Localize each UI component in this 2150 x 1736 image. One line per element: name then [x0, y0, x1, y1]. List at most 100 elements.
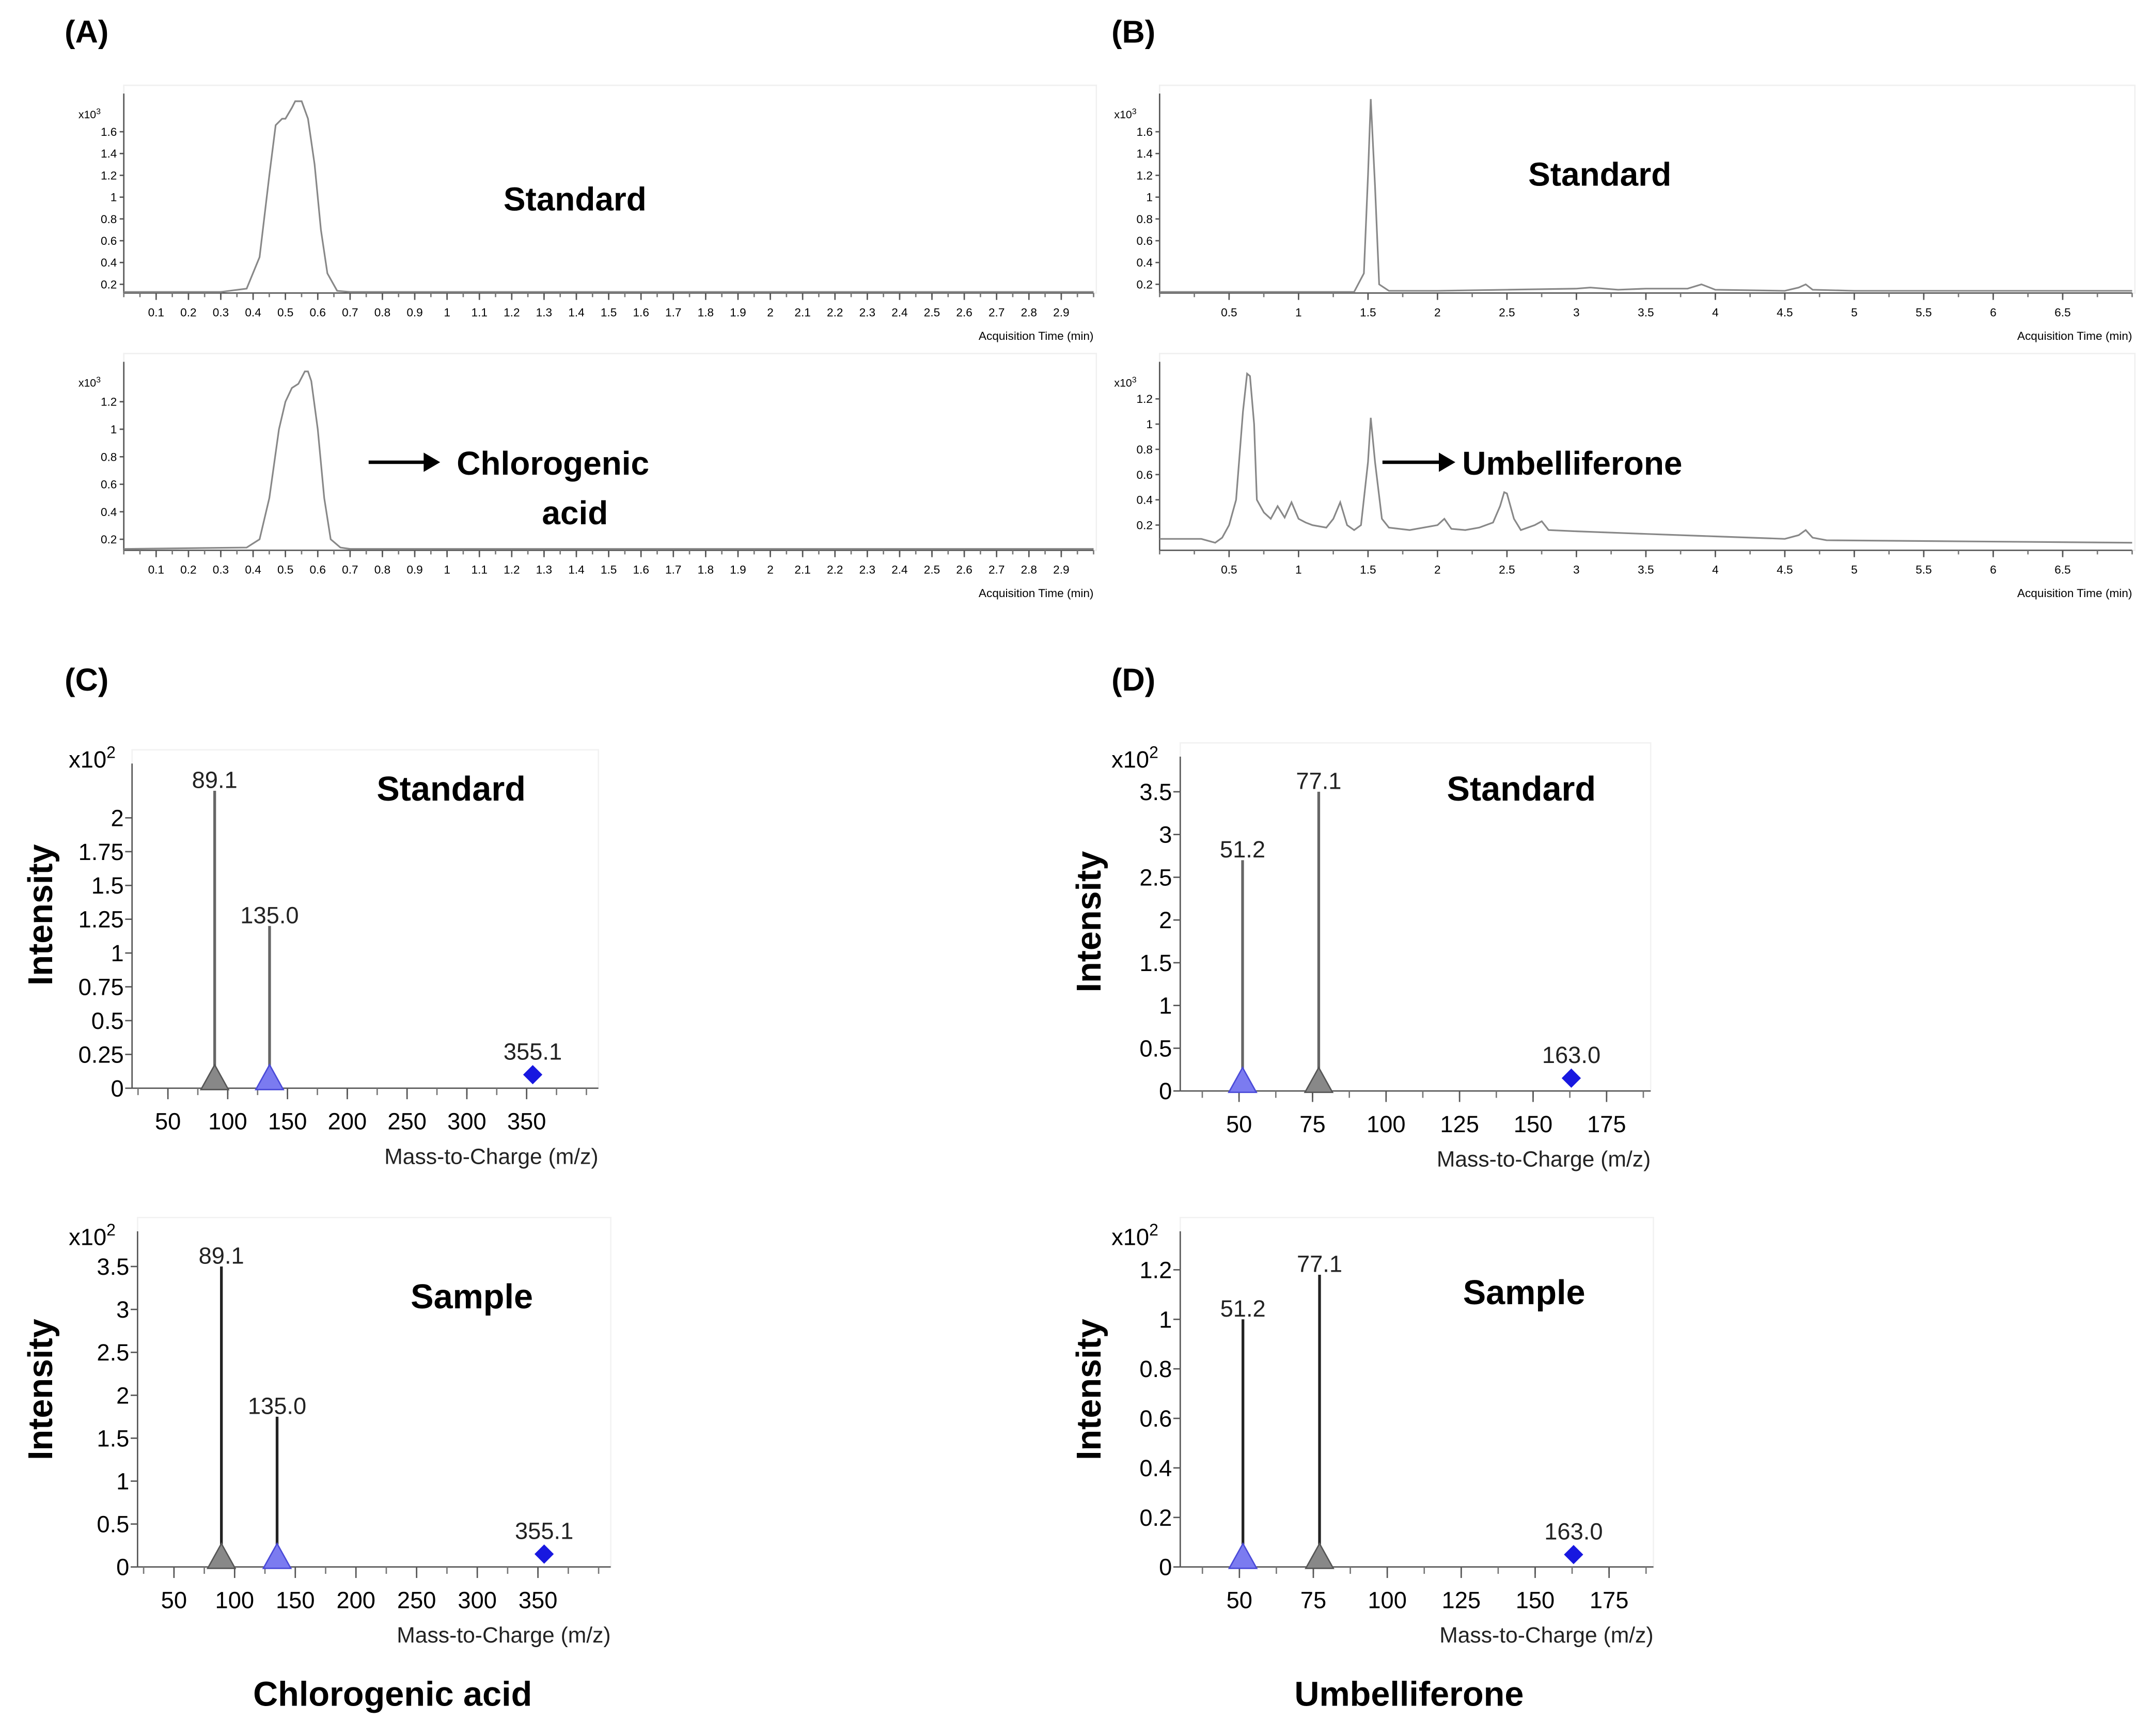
y-tick-label: 0.4	[1137, 256, 1153, 269]
y-tick-label: 1.2	[101, 396, 117, 409]
x-tick-label: 300	[447, 1108, 487, 1135]
x-tick-label: 6.5	[2054, 306, 2070, 319]
y-tick-label: 0.8	[101, 450, 117, 463]
plot-area	[1179, 1216, 1654, 1568]
x-tick-label: 3	[1573, 564, 1580, 576]
x-tick-label: 0.3	[213, 564, 229, 576]
chromatogram-trace	[123, 100, 1094, 293]
y-multiplier: x102	[1111, 1221, 1158, 1250]
y-tick-label: 1.2	[1137, 393, 1153, 405]
y-axis-label: Intensity	[1070, 1319, 1108, 1460]
x-tick-label: 1.3	[536, 306, 552, 319]
peak-label: 51.2	[1220, 1295, 1266, 1322]
y-tick-label: 0.4	[101, 256, 117, 269]
x-axis-label: Acquisition Time (min)	[2017, 587, 2132, 600]
x-tick-label: 6.5	[2054, 564, 2070, 576]
y-tick-label: 1.75	[79, 839, 124, 865]
x-tick-label: 150	[276, 1587, 315, 1614]
y-multiplier: x102	[69, 1221, 116, 1250]
y-tick-label: 0	[1159, 1078, 1172, 1104]
x-tick-label: 100	[1367, 1111, 1406, 1137]
x-tick-label: 4	[1712, 564, 1719, 576]
peak-label: 51.2	[1220, 836, 1265, 863]
y-tick-label: 1.4	[101, 147, 117, 160]
x-tick-label: 0.5	[1221, 564, 1237, 576]
y-tick-label: 0.8	[1137, 213, 1153, 226]
peak-label: 89.1	[192, 767, 238, 793]
x-tick-label: 2.8	[1021, 306, 1037, 319]
y-tick-label: 0.2	[101, 278, 117, 291]
y-tick-label: 1.2	[101, 169, 117, 182]
x-tick-label: 2	[1434, 306, 1441, 319]
x-tick-label: 2	[767, 564, 774, 576]
x-tick-label: 1.2	[504, 564, 520, 576]
y-tick-label: 1.5	[97, 1425, 129, 1451]
y-tick-label: 0.6	[1139, 1405, 1172, 1432]
chromatogram-b-standard: x103 0.2 0.4 0.6 0.8 1 1.2 1.4 1.6 0.5 1 1.5 2 2.5 3 3.…	[1111, 83, 2140, 347]
y-tick-label: 2.5	[1139, 864, 1172, 890]
arrow-head-icon	[1439, 452, 1455, 472]
y-tick-label: 0.2	[101, 533, 117, 546]
x-tick-label: 150	[1516, 1587, 1555, 1614]
x-tick-label: 175	[1590, 1587, 1629, 1614]
x-tick-label: 1.1	[472, 306, 488, 319]
compound-name-line2: acid	[542, 494, 608, 531]
y-tick-label: 0.2	[1137, 519, 1153, 532]
panel-label-a: (A)	[65, 13, 109, 50]
x-tick-label: 4.5	[1777, 564, 1793, 576]
x-tick-label: 1.2	[504, 306, 520, 319]
x-tick-label: 2.1	[794, 564, 810, 576]
y-tick-label: 1	[116, 1468, 129, 1495]
x-tick-label: 2.4	[891, 306, 907, 319]
x-tick-label: 2.5	[924, 564, 940, 576]
y-tick-label: 1	[1159, 1306, 1172, 1333]
x-tick-label: 0.8	[374, 564, 390, 576]
arrow-head-icon	[423, 452, 441, 472]
y-tick-label: 0.6	[1137, 234, 1153, 247]
chart-title: Sample	[411, 1278, 533, 1316]
y-multiplier: x103	[1114, 107, 1136, 121]
x-tick-label: 6	[1990, 306, 1997, 319]
y-tick-label: 1	[1146, 191, 1153, 204]
y-tick-label: 1.6	[1137, 126, 1153, 138]
x-tick-label: 1.3	[536, 564, 552, 576]
x-tick-label: 300	[458, 1587, 497, 1614]
y-tick-label: 1.6	[101, 126, 117, 138]
precursor-diamond-icon	[1561, 1068, 1581, 1088]
chromatogram-a-sample: x103 0.2 0.4 0.6 0.8 1 1.2 0.1 0.2 0.3 0.4 0.5 0.6 0.…	[69, 351, 1097, 604]
y-tick-label: 0.8	[1139, 1356, 1172, 1382]
plot-area	[137, 1216, 611, 1568]
x-tick-label: 125	[1442, 1587, 1481, 1614]
x-tick-label: 250	[387, 1108, 427, 1135]
x-tick-label: 0.4	[245, 564, 261, 576]
y-tick-label: 0.5	[97, 1511, 129, 1538]
y-tick-label: 1.4	[1137, 147, 1153, 160]
y-tick-label: 1	[111, 940, 124, 966]
y-tick-label: 2	[1159, 907, 1172, 933]
x-tick-label: 2.3	[859, 564, 875, 576]
y-tick-label: 3.5	[1139, 779, 1172, 805]
x-tick-label: 0.2	[180, 564, 196, 576]
x-tick-label: 2	[767, 306, 774, 319]
y-tick-label: 0.5	[1139, 1035, 1172, 1061]
product-ion-gray-triangle-icon	[206, 1542, 237, 1569]
y-tick-label: 0.6	[1137, 468, 1153, 481]
x-tick-label: 1.9	[730, 306, 746, 319]
y-tick-label: 0	[111, 1075, 124, 1102]
chart-title: Standard	[504, 181, 647, 218]
y-tick-label: 3.5	[97, 1254, 129, 1280]
x-tick-label: 1	[444, 306, 450, 319]
x-tick-label: 100	[1368, 1587, 1407, 1614]
peak-label: 135.0	[248, 1393, 306, 1419]
product-ion-blue-triangle-icon	[255, 1063, 285, 1090]
y-tick-label: 0.5	[91, 1008, 124, 1034]
product-ion-gray-triangle-icon	[199, 1063, 230, 1090]
panel-label-c: (C)	[65, 662, 109, 698]
y-multiplier: x103	[1114, 376, 1136, 389]
peak-label: 77.1	[1296, 768, 1341, 794]
precursor-label: 163.0	[1542, 1042, 1600, 1068]
x-tick-label: 0.5	[1221, 306, 1237, 319]
peak-label: 89.1	[199, 1243, 244, 1269]
x-tick-label: 1.9	[730, 564, 746, 576]
x-tick-label: 2.5	[1499, 564, 1515, 576]
